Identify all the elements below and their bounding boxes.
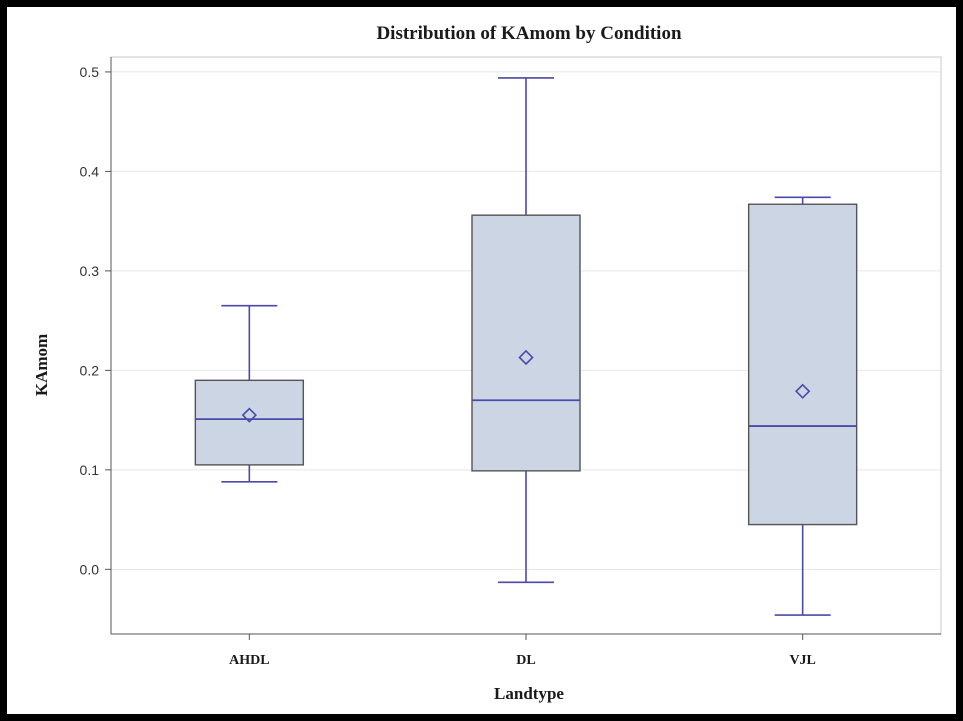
y-axis-label: KAmom	[32, 334, 51, 396]
y-tick-label: 0.2	[80, 362, 100, 378]
y-tick-label: 0.1	[80, 462, 100, 478]
x-tick-label: VJL	[789, 653, 815, 668]
box-vjl	[747, 196, 858, 616]
mean-marker	[241, 407, 257, 423]
box-series	[194, 77, 858, 616]
mean-marker	[795, 383, 811, 399]
box-plot-chart: Distribution of KAmom by Condition 0.0 0.…	[32, 23, 942, 703]
iqr-box	[471, 214, 581, 472]
mean-marker	[518, 349, 534, 366]
y-tick-label: 0.3	[80, 263, 100, 279]
y-tick-label: 0.5	[80, 64, 100, 80]
box-dl	[471, 77, 581, 584]
x-tick-label: DL	[516, 653, 535, 668]
y-tick-label: 0.4	[80, 163, 100, 179]
chart-title: Distribution of KAmom by Condition	[376, 23, 682, 44]
x-axis: AHDL DL VJL	[229, 634, 816, 668]
x-tick-label: AHDL	[229, 653, 269, 668]
iqr-box	[747, 203, 858, 526]
y-tick-label: 0.0	[80, 561, 100, 577]
x-axis-label: Landtype	[494, 684, 564, 703]
box-ahdl	[194, 304, 305, 483]
